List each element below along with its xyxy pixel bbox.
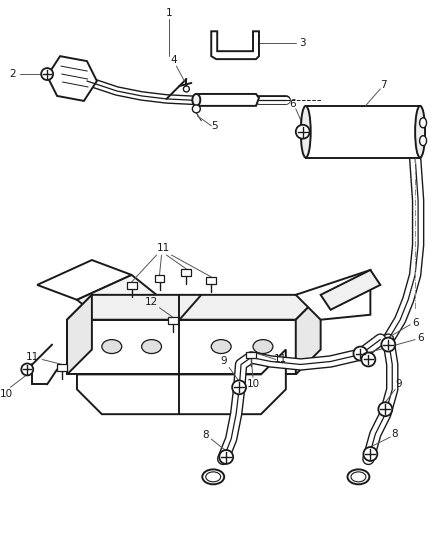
Text: 2: 2: [9, 69, 16, 79]
Text: 6: 6: [417, 333, 424, 343]
Circle shape: [192, 105, 200, 113]
Circle shape: [361, 352, 375, 367]
Polygon shape: [321, 270, 380, 310]
Ellipse shape: [102, 340, 122, 353]
Text: 3: 3: [300, 38, 306, 48]
Polygon shape: [67, 295, 92, 374]
Polygon shape: [37, 260, 132, 300]
Polygon shape: [296, 270, 371, 320]
Text: 1: 1: [166, 9, 173, 18]
Circle shape: [381, 337, 395, 352]
Ellipse shape: [192, 94, 200, 106]
Ellipse shape: [347, 470, 369, 484]
Text: 8: 8: [202, 430, 208, 440]
Circle shape: [378, 402, 392, 416]
Text: 11: 11: [157, 243, 170, 253]
Circle shape: [232, 381, 246, 394]
Polygon shape: [77, 350, 286, 414]
Polygon shape: [196, 94, 259, 106]
Text: 6: 6: [412, 318, 418, 328]
Text: 9: 9: [221, 357, 227, 367]
Bar: [155, 275, 165, 282]
Ellipse shape: [420, 136, 427, 146]
Polygon shape: [67, 295, 321, 320]
Bar: [181, 269, 191, 276]
Ellipse shape: [420, 118, 427, 128]
Circle shape: [353, 346, 367, 360]
Polygon shape: [296, 295, 321, 374]
Polygon shape: [67, 320, 296, 374]
Polygon shape: [77, 275, 156, 320]
Ellipse shape: [253, 340, 273, 353]
Circle shape: [364, 447, 377, 461]
Text: 12: 12: [145, 297, 158, 307]
Ellipse shape: [301, 106, 311, 158]
Text: 5: 5: [211, 121, 218, 131]
Circle shape: [21, 364, 33, 375]
Polygon shape: [211, 31, 259, 59]
Ellipse shape: [141, 340, 162, 353]
Text: 11: 11: [274, 354, 287, 365]
Polygon shape: [47, 56, 97, 101]
Ellipse shape: [202, 470, 224, 484]
Ellipse shape: [415, 106, 425, 158]
Text: 10: 10: [247, 379, 260, 389]
Circle shape: [296, 125, 310, 139]
Text: 9: 9: [395, 379, 402, 389]
Circle shape: [184, 86, 189, 92]
Bar: [206, 277, 216, 284]
Circle shape: [41, 68, 53, 80]
Bar: [169, 317, 178, 324]
Text: 6: 6: [290, 99, 296, 109]
Bar: [306, 106, 420, 158]
Text: 4: 4: [170, 55, 177, 65]
Bar: [246, 352, 256, 359]
Text: 10: 10: [0, 389, 13, 399]
Text: 8: 8: [391, 429, 398, 439]
Bar: [127, 282, 137, 289]
Circle shape: [219, 450, 233, 464]
Text: 7: 7: [380, 80, 387, 90]
Text: 11: 11: [25, 351, 39, 361]
Bar: [57, 365, 67, 372]
Ellipse shape: [211, 340, 231, 353]
